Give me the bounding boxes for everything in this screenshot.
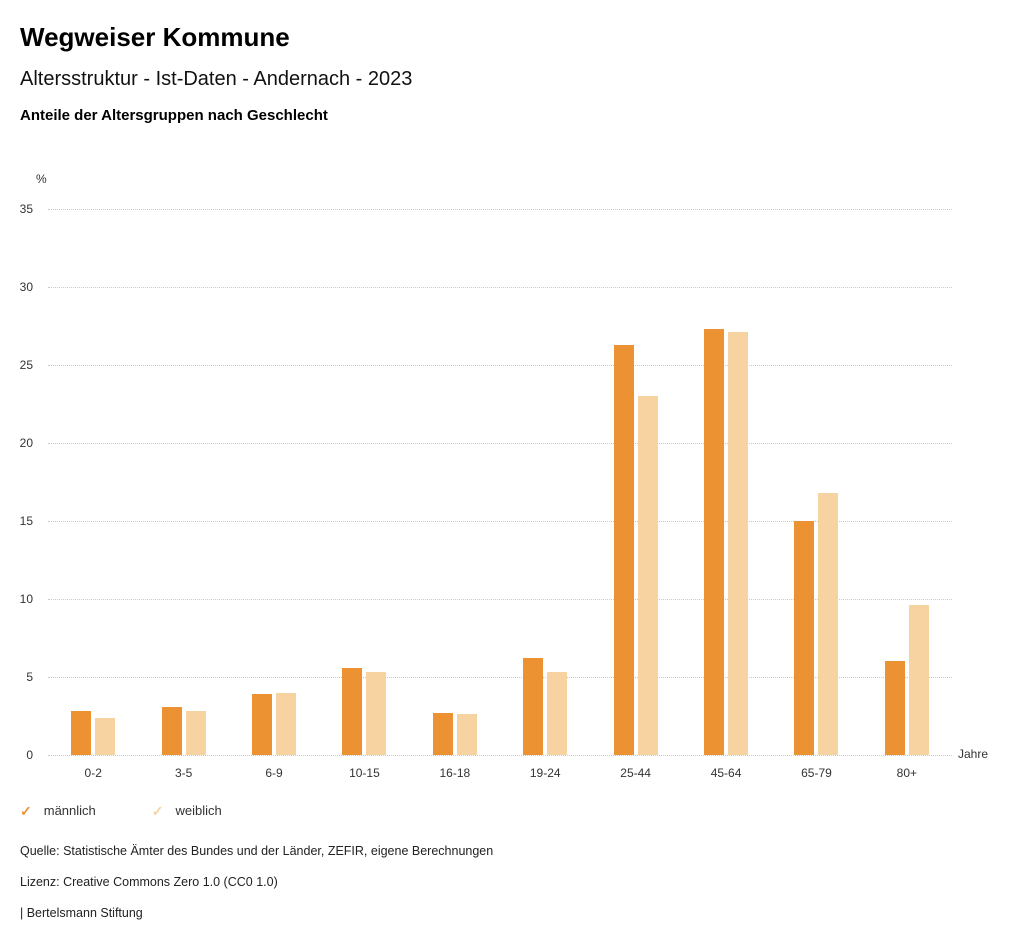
bar-weiblich-65-79[interactable] — [818, 492, 839, 755]
gridline — [48, 599, 952, 600]
x-tick-label-6-9: 6-9 — [265, 766, 283, 780]
x-axis-label: Jahre — [958, 747, 989, 761]
bar-weiblich-19-24[interactable] — [547, 672, 568, 755]
legend-label-weiblich: weiblich — [175, 803, 222, 818]
x-category-labels: 0-2 3-5 6-9 10-15 16-18 19-24 25-44 45-64 65-79 8… — [48, 766, 952, 780]
x-tick-label-19-24: 19-24 — [529, 766, 561, 780]
gridline — [48, 443, 952, 444]
bar-weiblich-3-5[interactable] — [185, 711, 206, 755]
bar-group-45-64 — [681, 209, 771, 755]
footer-brand: | Bertelsmann Stiftung — [20, 906, 143, 920]
bar-weiblich-25-44[interactable] — [637, 396, 658, 755]
bar-weiblich-80+[interactable] — [908, 605, 929, 755]
y-tick-label-25: 25 — [19, 358, 33, 372]
legend-label-maennlich: männlich — [43, 803, 96, 818]
bar-group-16-18 — [410, 209, 500, 755]
chart-heading: Anteile der Altersgruppen nach Geschlech… — [20, 107, 328, 124]
x-tick-label-80+: 80+ — [896, 766, 918, 780]
gridline — [48, 677, 952, 678]
y-tick-label-20: 20 — [19, 436, 33, 450]
gridline — [48, 365, 952, 366]
bar-männlich-3-5[interactable] — [161, 706, 182, 755]
gridlines — [48, 209, 952, 756]
bar-group-10-15 — [319, 209, 409, 755]
page-subtitle: Altersstruktur - Ist-Daten - Andernach -… — [20, 68, 413, 90]
bar-group-80+ — [862, 209, 952, 755]
y-tick-label-0: 0 — [26, 748, 33, 762]
bar-männlich-10-15[interactable] — [342, 667, 363, 755]
check-icon: ✓ — [151, 802, 164, 819]
bar-weiblich-10-15[interactable] — [366, 672, 387, 755]
y-tick-label-5: 5 — [26, 670, 33, 684]
x-tick-label-10-15: 10-15 — [349, 766, 380, 780]
bar-group-19-24 — [500, 209, 590, 755]
bar-groups — [48, 209, 952, 755]
bar-männlich-0-2[interactable] — [71, 711, 92, 755]
bar-männlich-65-79[interactable] — [794, 521, 815, 755]
bar-männlich-45-64[interactable] — [704, 329, 725, 755]
x-tick-label-65-79: 65-79 — [801, 766, 832, 780]
bar-männlich-16-18[interactable] — [432, 712, 453, 755]
bar-männlich-25-44[interactable] — [613, 344, 634, 755]
bar-group-25-44 — [590, 209, 680, 755]
x-tick-label-0-2: 0-2 — [84, 766, 102, 780]
bar-weiblich-16-18[interactable] — [456, 714, 477, 755]
gridline — [48, 287, 952, 288]
y-tick-label-10: 10 — [19, 592, 33, 606]
page-title: Wegweiser Kommune — [20, 22, 290, 52]
bar-group-6-9 — [229, 209, 319, 755]
gridline — [48, 755, 952, 756]
bar-group-3-5 — [138, 209, 228, 755]
legend: ✓ männlich ✓ weiblich — [20, 803, 222, 818]
y-tick-label-15: 15 — [19, 514, 33, 528]
bar-männlich-6-9[interactable] — [252, 694, 273, 755]
bar-group-0-2 — [48, 209, 138, 755]
footer-license: Lizenz: Creative Commons Zero 1.0 (CC0 1… — [20, 875, 278, 889]
bar-männlich-19-24[interactable] — [523, 658, 544, 755]
bar-weiblich-45-64[interactable] — [728, 332, 749, 755]
x-tick-label-25-44: 25-44 — [620, 766, 651, 780]
bar-group-65-79 — [771, 209, 861, 755]
x-tick-label-45-64: 45-64 — [710, 766, 742, 780]
y-axis-unit-label: % — [36, 172, 47, 186]
bar-weiblich-6-9[interactable] — [276, 692, 297, 755]
gridline — [48, 521, 952, 522]
x-tick-label-16-18: 16-18 — [439, 766, 471, 780]
legend-item-maennlich[interactable]: ✓ männlich — [20, 803, 96, 818]
y-ticks: 0 5 10 15 20 25 30 35 — [0, 202, 36, 762]
footer-source: Quelle: Statistische Ämter des Bundes un… — [20, 844, 494, 858]
x-tick-label-3-5: 3-5 — [174, 766, 193, 780]
plot-area — [48, 209, 952, 756]
y-tick-label-30: 30 — [19, 280, 33, 294]
bar-weiblich-0-2[interactable] — [95, 717, 116, 755]
legend-item-weiblich[interactable]: ✓ weiblich — [152, 803, 222, 818]
bar-männlich-80+[interactable] — [884, 661, 905, 755]
check-icon: ✓ — [20, 802, 32, 819]
gridline — [48, 209, 952, 210]
y-tick-label-35: 35 — [19, 202, 33, 216]
